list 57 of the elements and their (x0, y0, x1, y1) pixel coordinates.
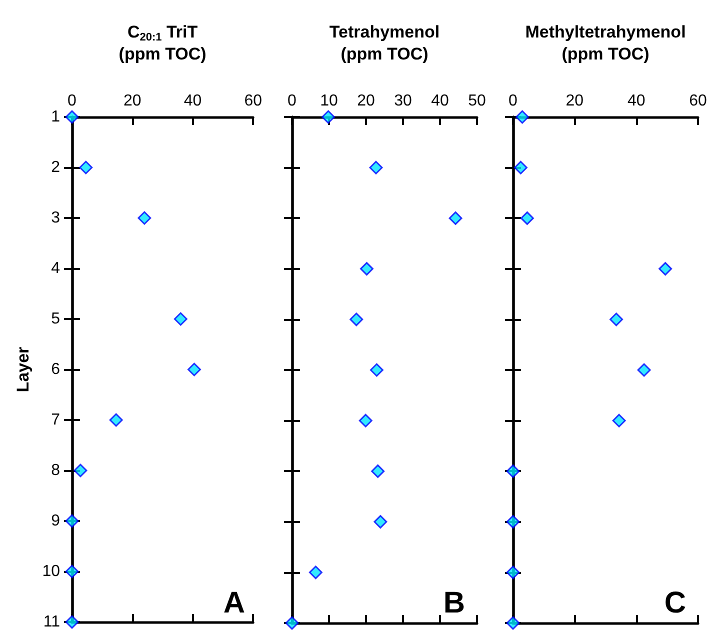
point (658, 262, 672, 276)
point (360, 262, 374, 276)
x-tick-label: 0 (288, 92, 297, 110)
point (448, 211, 462, 225)
point (65, 514, 79, 528)
x-tick-label: 30 (394, 92, 412, 110)
point (174, 312, 188, 326)
point (322, 110, 336, 124)
point (610, 312, 624, 326)
y-tick-label: 8 (51, 462, 60, 479)
point (369, 160, 383, 174)
y-tick-label: 7 (51, 412, 60, 428)
point (358, 414, 372, 428)
x-tick-label: 20 (566, 92, 584, 110)
y-tick-label: 5 (51, 310, 60, 328)
point (109, 413, 123, 427)
y-tick-label: 11 (43, 614, 60, 630)
y-tick-label: 9 (51, 512, 60, 530)
x-tick-label: 40 (627, 92, 646, 110)
point (506, 515, 520, 529)
point (516, 110, 529, 124)
point (520, 211, 534, 225)
point (371, 464, 385, 478)
point (308, 566, 322, 580)
y-tick-label: 4 (51, 260, 60, 277)
x-tick-label: 20 (357, 92, 375, 110)
x-tick-label: 40 (431, 92, 449, 110)
point (65, 564, 79, 578)
point (350, 312, 364, 326)
annotation: B (443, 586, 466, 620)
point (374, 515, 388, 529)
x-tick-label: 10 (320, 92, 338, 110)
point (79, 160, 93, 174)
x-tick-label: 50 (468, 92, 486, 110)
x-tick-label: 60 (689, 92, 707, 110)
x-tick-label: 0 (68, 92, 77, 110)
point (187, 362, 201, 376)
point (370, 363, 384, 377)
y-axis-title: Layer (13, 346, 32, 392)
y-tick-label: 2 (51, 159, 60, 176)
x-tick-label: 40 (184, 92, 202, 110)
x-tick-label: 0 (508, 92, 518, 110)
point (612, 414, 626, 428)
x-tick-label: 20 (123, 92, 142, 110)
annotation: A (223, 586, 246, 620)
y-tick-label: 3 (51, 210, 60, 226)
y-tick-label: 10 (42, 563, 60, 580)
point (138, 211, 152, 225)
y-tick-label: 1 (51, 108, 60, 126)
x-axis-title: Methyltetrahymenol (ppm TOC) (525, 22, 686, 64)
annotation: C (664, 586, 686, 620)
point (506, 464, 520, 478)
point (637, 363, 651, 377)
y-tick-label: 6 (51, 361, 60, 378)
point (506, 566, 520, 580)
x-axis-title: Tetrahymenol (ppm TOC) (329, 22, 440, 64)
x-tick-label: 60 (244, 92, 262, 110)
